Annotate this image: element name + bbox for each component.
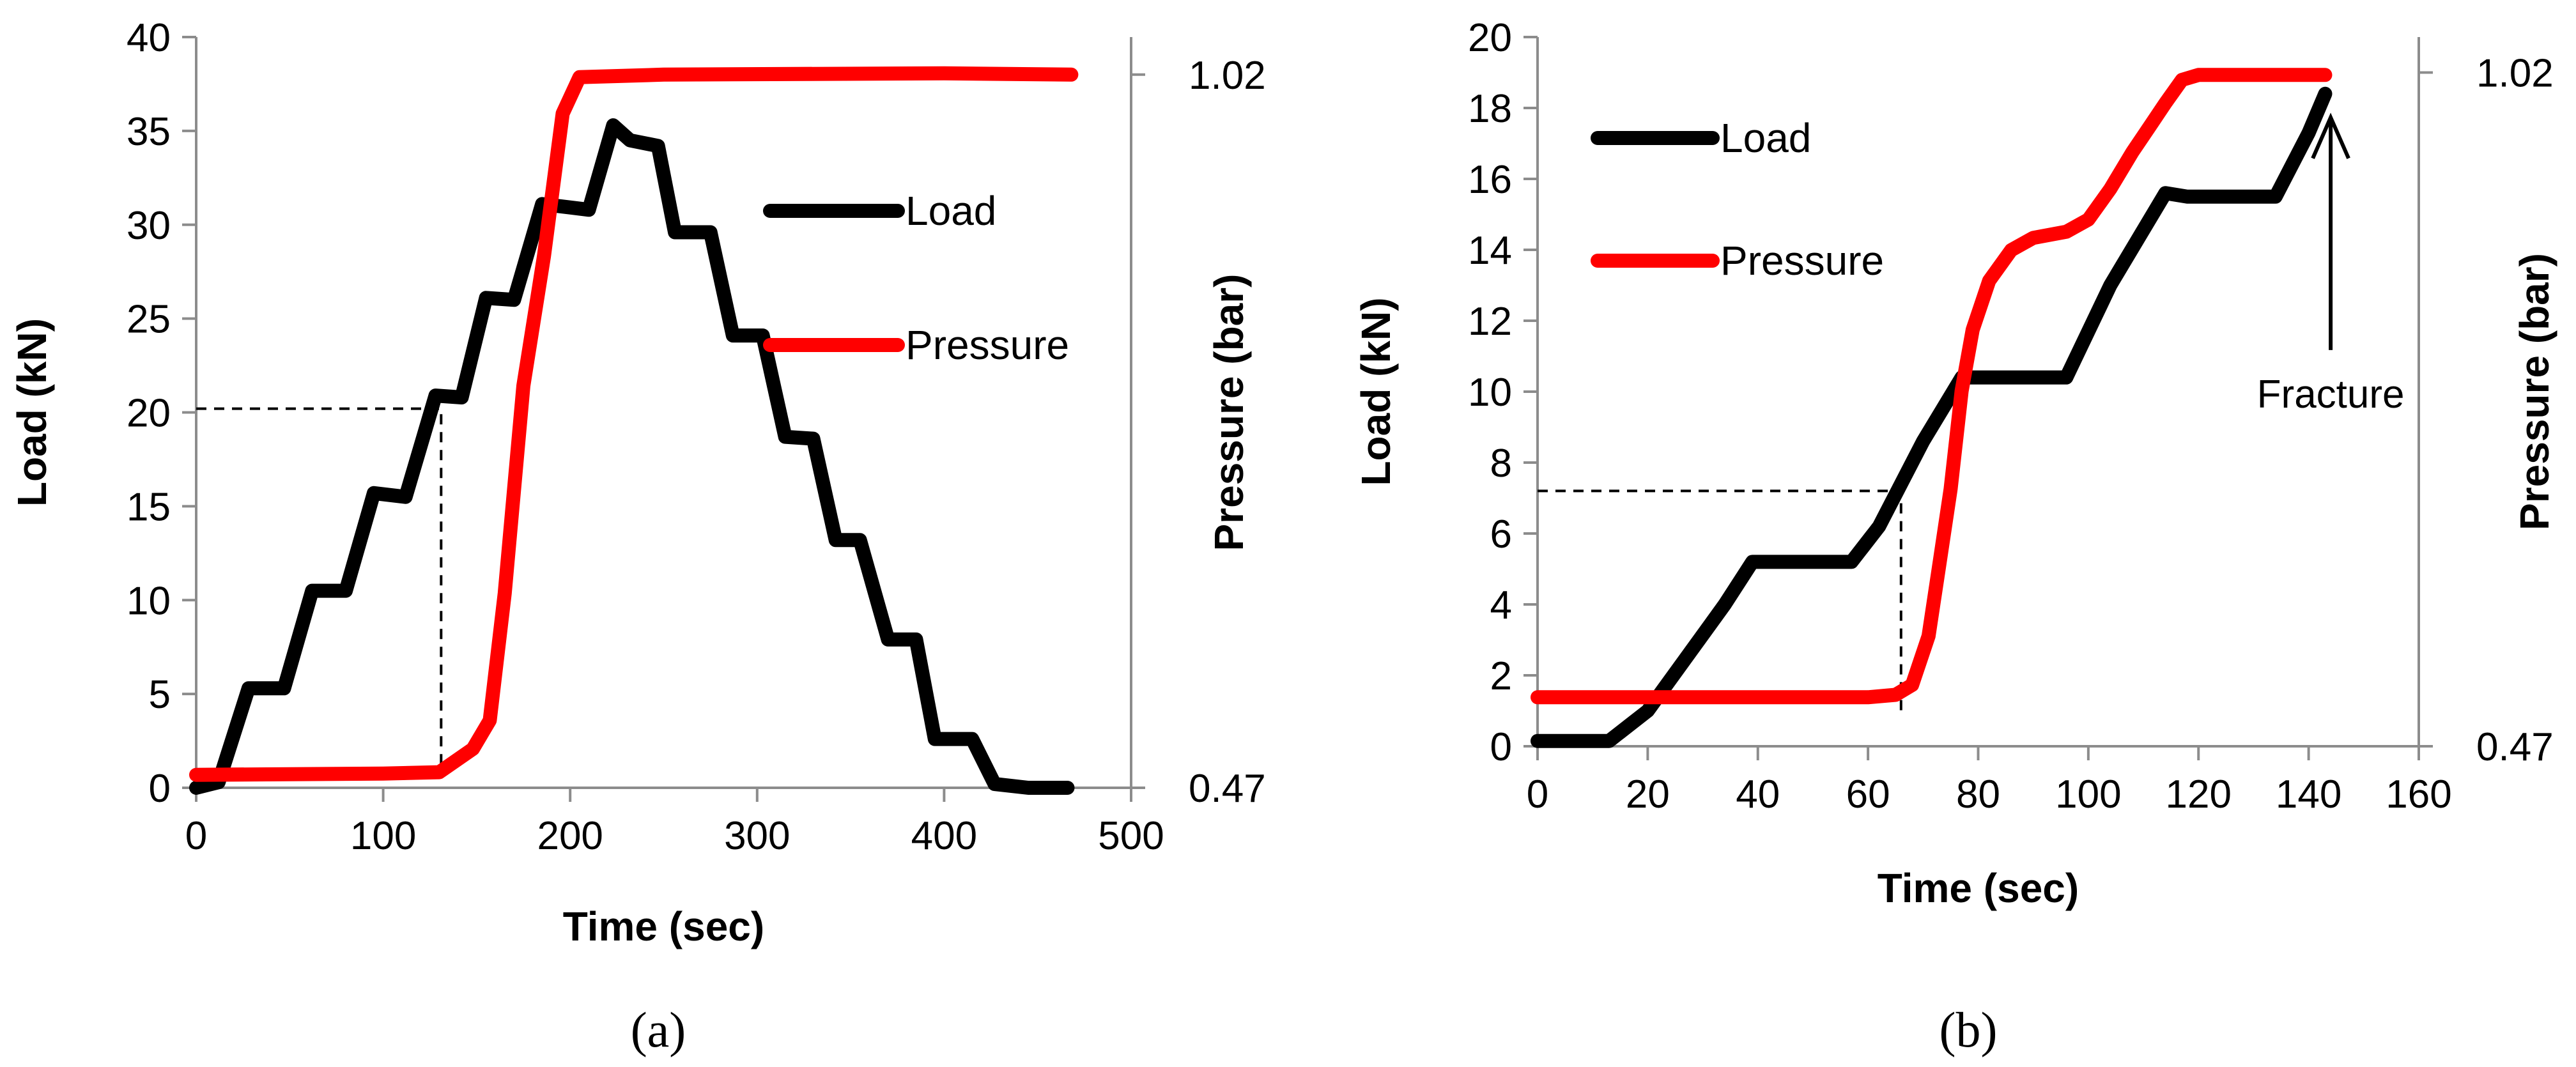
- x-tick-label: 160: [2386, 772, 2451, 817]
- y-tick-label: 30: [127, 204, 171, 248]
- x-tick-label: 120: [2166, 772, 2232, 817]
- y2-tick-label: 0.47: [1189, 767, 1266, 811]
- x-tick-label: 140: [2276, 772, 2341, 817]
- y-tick-label: 15: [127, 485, 171, 529]
- legend-label-load: Load: [906, 188, 996, 234]
- y-tick-label: 10: [127, 579, 171, 623]
- y2-tick-label: 1.02: [2476, 52, 2554, 96]
- x-tick-label: 200: [537, 814, 603, 858]
- y-tick-label: 25: [127, 298, 171, 342]
- x-axis-title: Time (sec): [1878, 865, 2079, 911]
- y-tick-label: 4: [1490, 583, 1512, 627]
- series-line-pressure: [1531, 68, 2333, 705]
- x-tick-label: 500: [1098, 814, 1164, 858]
- y-tick-label: 40: [127, 16, 171, 60]
- series-line-pressure: [189, 66, 1079, 782]
- y2-axis-title: Pressure (bar): [1206, 274, 1252, 551]
- panel-label: (a): [631, 1002, 686, 1057]
- y-axis-title: Load (kN): [9, 318, 55, 507]
- x-tick-label: 40: [1736, 772, 1780, 817]
- y-tick-label: 16: [1468, 158, 1512, 202]
- legend-label-load: Load: [1720, 115, 1811, 161]
- y-tick-label: 0: [149, 767, 171, 811]
- y2-tick-label: 1.02: [1189, 54, 1266, 98]
- legend-label-pressure: Pressure: [906, 322, 1069, 368]
- x-tick-label: 100: [2055, 772, 2121, 817]
- x-tick-label: 80: [1956, 772, 2000, 817]
- x-tick-label: 300: [724, 814, 790, 858]
- y-tick-label: 5: [149, 673, 171, 717]
- y-tick-label: 0: [1490, 725, 1512, 769]
- y-axis-title: Load (kN): [1353, 297, 1399, 486]
- x-tick-label: 20: [1626, 772, 1670, 817]
- y-tick-label: 8: [1490, 441, 1512, 486]
- chart-panel-b: 0 20 40 60 80 100 120 140 160 0 2 4 6 8 10 12 14 16 18 20 0.…: [1353, 16, 2557, 1057]
- chart-panel-a: 0 100 200 300 400 500 0 5 10 15 20 25 30 35 40 0.47 1.02…: [9, 16, 1266, 1057]
- legend-label-pressure: Pressure: [1720, 238, 1884, 284]
- y2-tick-label: 0.47: [2476, 725, 2554, 769]
- y-tick-label: 12: [1468, 300, 1512, 344]
- x-tick-label: 0: [1527, 772, 1548, 817]
- y-tick-label: 35: [127, 110, 171, 154]
- y-tick-label: 20: [1468, 16, 1512, 60]
- x-tick-label: 60: [1846, 772, 1890, 817]
- fracture-annotation: Fracture: [2257, 372, 2405, 417]
- y-tick-label: 20: [127, 392, 171, 436]
- series-line-load: [1531, 86, 2333, 748]
- y-tick-label: 14: [1468, 229, 1512, 273]
- y-tick-label: 2: [1490, 654, 1512, 698]
- fracture-arrow-head: [2311, 112, 2350, 160]
- x-tick-label: 0: [185, 814, 207, 858]
- panel-label: (b): [1940, 1002, 1998, 1057]
- x-tick-label: 100: [350, 814, 416, 858]
- y-tick-label: 18: [1468, 87, 1512, 131]
- x-axis-title: Time (sec): [563, 903, 764, 949]
- reference-dashed-line: [196, 407, 443, 769]
- series-line-load: [189, 118, 1075, 795]
- y-tick-label: 10: [1468, 371, 1512, 415]
- y-tick-label: 6: [1490, 512, 1512, 557]
- y2-axis-title: Pressure (bar): [2511, 253, 2557, 530]
- x-tick-label: 400: [911, 814, 977, 858]
